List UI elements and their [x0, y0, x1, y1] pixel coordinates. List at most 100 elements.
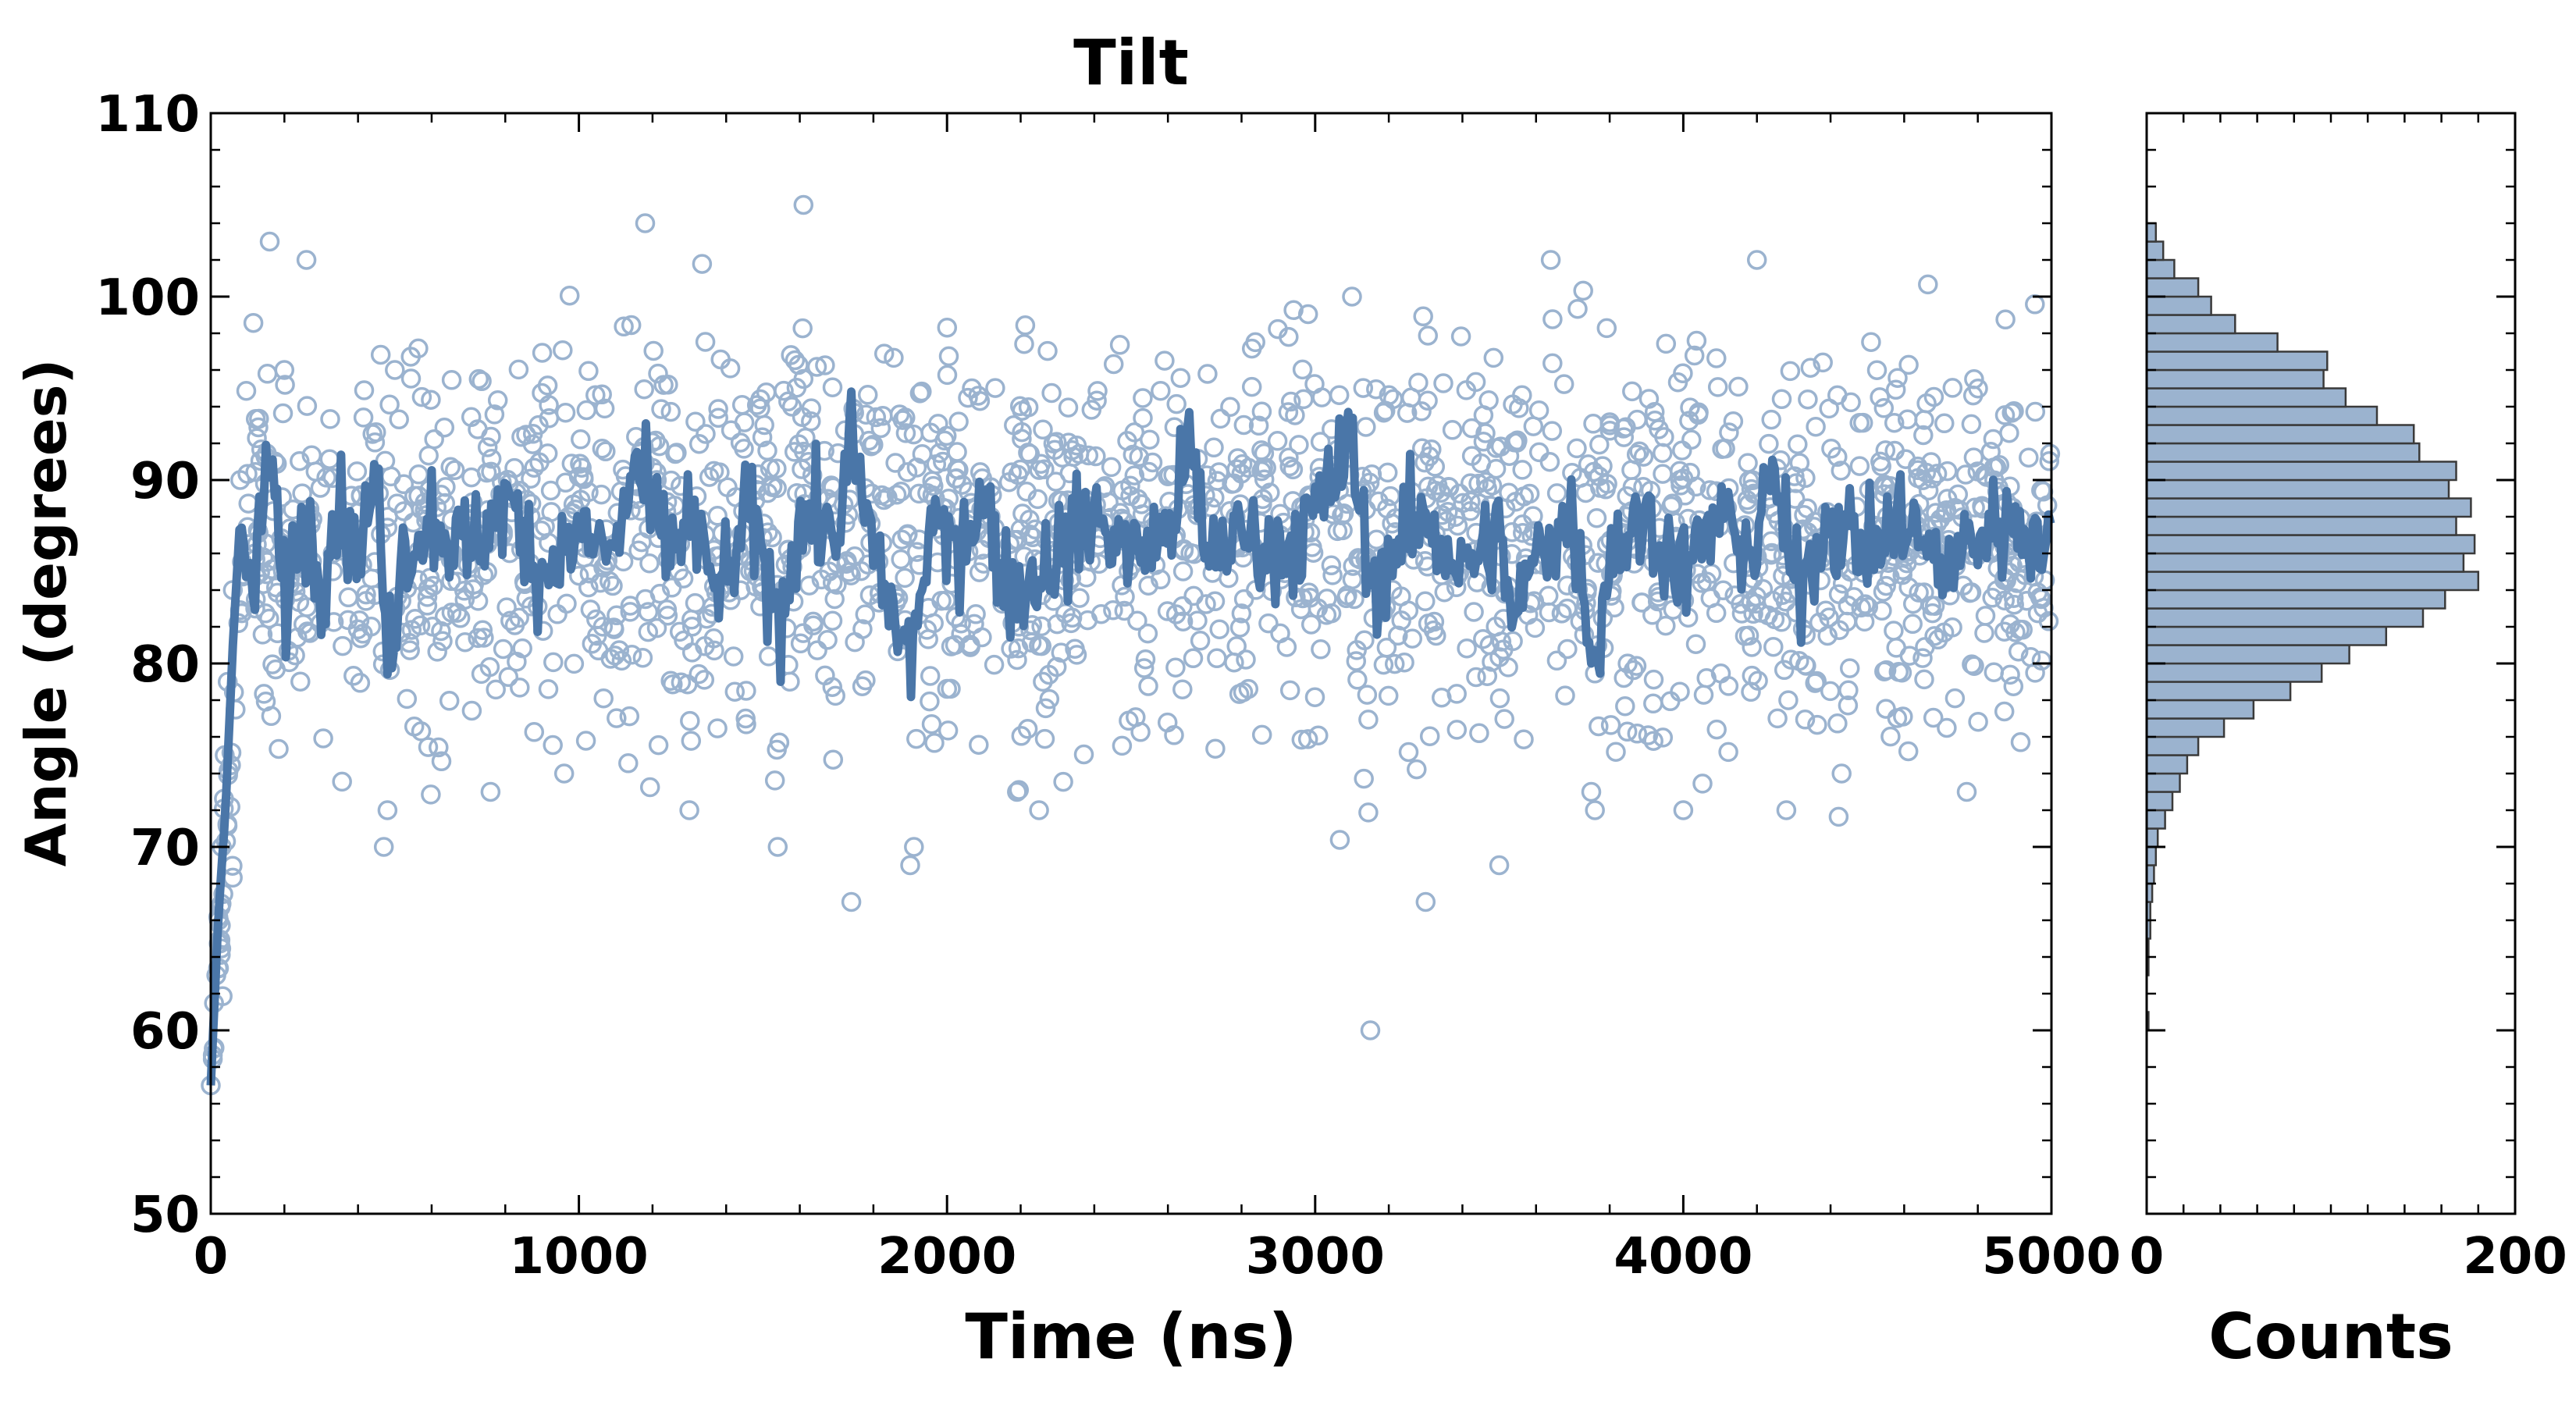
data-point: [822, 572, 843, 593]
data-point: [1408, 372, 1429, 393]
data-point: [576, 400, 597, 421]
data-point: [685, 411, 706, 432]
data-point: [310, 478, 331, 498]
data-point: [447, 571, 468, 592]
data-point: [386, 493, 407, 514]
data-point: [564, 653, 585, 674]
data-point: [257, 364, 278, 384]
data-point: [1138, 575, 1158, 596]
data-point: [509, 607, 529, 628]
data-point: [1017, 719, 1038, 739]
data-point: [296, 250, 317, 270]
data-point: [921, 713, 942, 735]
data-point: [895, 423, 916, 443]
data-point: [571, 489, 591, 510]
data-point: [1471, 453, 1492, 474]
data-point: [593, 688, 614, 709]
data-point: [332, 771, 352, 792]
data-point: [480, 781, 501, 802]
data-point: [1087, 390, 1107, 411]
data-point: [524, 457, 544, 478]
data-point: [1037, 340, 1058, 361]
data-point: [1373, 402, 1394, 423]
data-point: [1366, 529, 1387, 550]
data-point: [381, 466, 401, 487]
histogram-bar: [2145, 845, 2158, 866]
histogram-bar: [2145, 827, 2159, 848]
data-point: [736, 681, 756, 701]
data-point: [1884, 621, 1904, 641]
data-point: [1304, 687, 1325, 707]
data-point: [660, 401, 681, 422]
data-point: [2004, 400, 2024, 422]
data-point: [1983, 429, 2004, 450]
x-tick-label: 5000: [1982, 1228, 2121, 1286]
histogram-bars: [2145, 222, 2480, 1032]
data-point: [461, 700, 482, 721]
data-point: [1513, 522, 1533, 543]
data-point: [855, 604, 876, 624]
data-point: [1994, 621, 2015, 642]
data-point: [582, 634, 603, 654]
data-point: [571, 429, 591, 450]
data-point: [1285, 405, 1305, 425]
data-point: [1596, 318, 1617, 339]
y-tick-label: 80: [130, 636, 200, 694]
data-point: [1858, 596, 1879, 617]
data-point: [290, 671, 311, 692]
data-point: [1606, 742, 1626, 762]
histogram-bar: [2145, 295, 2212, 316]
data-point: [243, 312, 264, 333]
data-point: [1357, 685, 1378, 705]
data-point: [708, 399, 728, 419]
data-point: [1557, 598, 1578, 619]
data-point: [1968, 711, 1988, 732]
data-point: [259, 608, 279, 629]
data-point: [1253, 457, 1273, 478]
histogram-bar: [2145, 222, 2158, 243]
data-point: [1872, 600, 1892, 621]
data-point: [1376, 637, 1397, 658]
histogram-bar: [2145, 442, 2421, 463]
data-point: [1469, 723, 1489, 744]
data-point: [1514, 729, 1534, 749]
data-point: [1491, 631, 1512, 652]
data-point: [1172, 679, 1193, 699]
y-tick-label: 60: [130, 1003, 200, 1061]
data-point: [1494, 709, 1514, 729]
data-point: [1170, 368, 1191, 388]
data-point: [1581, 781, 1602, 802]
histogram-bar: [2145, 240, 2165, 261]
data-point: [1347, 670, 1368, 690]
data-point: [1653, 727, 1674, 748]
data-point: [1310, 432, 1331, 452]
data-point: [1014, 333, 1034, 354]
data-point: [1478, 390, 1499, 411]
data-point: [1065, 638, 1085, 659]
data-point: [333, 635, 353, 656]
data-point: [2003, 588, 2024, 608]
histogram-bar: [2145, 405, 2379, 426]
data-point: [1124, 465, 1145, 486]
data-point: [1461, 418, 1482, 439]
data-point: [2025, 401, 2046, 422]
data-point: [2039, 451, 2060, 471]
histogram-bar: [2145, 478, 2450, 500]
data-point: [1226, 636, 1247, 656]
data-point: [1029, 635, 1049, 656]
histogram-bar: [2145, 625, 2388, 646]
data-point: [1051, 642, 1072, 663]
data-point: [1974, 623, 1994, 643]
data-point: [1398, 742, 1419, 763]
data-point: [397, 688, 418, 710]
data-point: [1542, 353, 1563, 374]
data-point: [454, 589, 475, 610]
histogram-bar: [2145, 681, 2292, 702]
data-point: [696, 424, 716, 444]
data-point: [1686, 330, 1707, 351]
histogram-bar: [2145, 277, 2200, 298]
data-point: [1433, 373, 1453, 393]
data-point: [933, 451, 953, 472]
data-point: [498, 667, 519, 688]
data-point: [500, 610, 521, 631]
